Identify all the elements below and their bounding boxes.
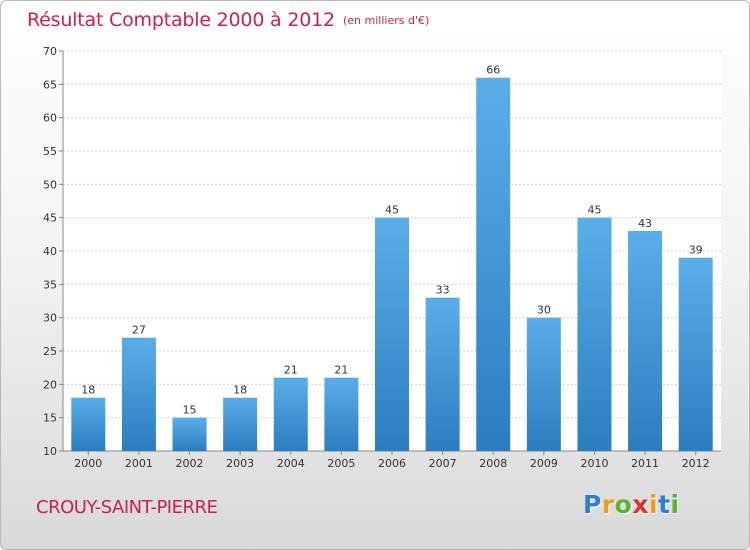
x-tick-label: 2003 (226, 457, 254, 470)
bar (628, 231, 663, 451)
commune-name: CROUY-SAINT-PIERRE (36, 497, 218, 518)
y-tick-label: 60 (43, 112, 57, 125)
x-tick-label: 2000 (74, 457, 102, 470)
x-tick-label: 2008 (479, 457, 507, 470)
y-tick-label: 55 (43, 145, 57, 158)
y-tick-label: 15 (43, 412, 57, 425)
x-tick-label: 2010 (580, 457, 608, 470)
x-tick-label: 2012 (682, 457, 710, 470)
logo-letter: t (658, 490, 671, 519)
bar (678, 257, 713, 451)
logo-letter: P (583, 490, 602, 519)
x-tick-label: 2009 (530, 457, 558, 470)
y-tick-label: 30 (43, 312, 57, 325)
data-label: 18 (81, 384, 95, 397)
bar (476, 77, 511, 452)
data-label: 66 (486, 64, 500, 77)
proxiti-logo: Proxiti (583, 490, 680, 519)
data-label: 21 (284, 364, 298, 377)
x-tick-label: 2005 (327, 457, 355, 470)
bar (577, 217, 612, 451)
data-label: 15 (183, 404, 197, 417)
y-tick-label: 40 (43, 245, 57, 258)
y-tick-label: 20 (43, 378, 57, 391)
chart-unit: (en milliers d'€) (343, 14, 430, 27)
x-tick-label: 2007 (429, 457, 457, 470)
x-tick-label: 2006 (378, 457, 406, 470)
bar (71, 397, 106, 451)
bar (526, 317, 561, 451)
bar (273, 377, 308, 451)
data-label: 39 (689, 244, 703, 257)
logo-letter: o (614, 490, 633, 519)
y-tick-label: 25 (43, 345, 57, 358)
y-tick-label: 50 (43, 178, 57, 191)
chart-title: Résultat Comptable 2000 à 2012 (27, 9, 335, 31)
logo-letter: r (601, 490, 615, 519)
data-label: 43 (638, 217, 652, 230)
bar (172, 417, 207, 451)
y-tick-label: 10 (43, 445, 57, 458)
y-tick-label: 70 (43, 45, 57, 58)
x-tick-label: 2001 (125, 457, 153, 470)
x-tick-label: 2004 (277, 457, 305, 470)
y-tick-label: 65 (43, 78, 57, 91)
y-tick-label: 45 (43, 212, 57, 225)
data-label: 33 (436, 284, 450, 297)
bar (121, 337, 156, 451)
bar (425, 297, 460, 451)
data-label: 18 (233, 384, 247, 397)
data-label: 45 (587, 204, 601, 217)
logo-letter: i (670, 490, 680, 519)
data-label: 21 (334, 364, 348, 377)
y-tick-label: 35 (43, 278, 57, 291)
bar (375, 217, 409, 451)
data-label: 45 (385, 204, 399, 217)
bar (223, 397, 258, 451)
data-label: 27 (132, 324, 146, 337)
x-tick-label: 2011 (631, 457, 659, 470)
bar (324, 377, 359, 451)
logo-letter: i (649, 490, 659, 519)
logo-letter: x (632, 490, 649, 519)
x-tick-label: 2002 (176, 457, 204, 470)
data-label: 30 (537, 304, 551, 317)
